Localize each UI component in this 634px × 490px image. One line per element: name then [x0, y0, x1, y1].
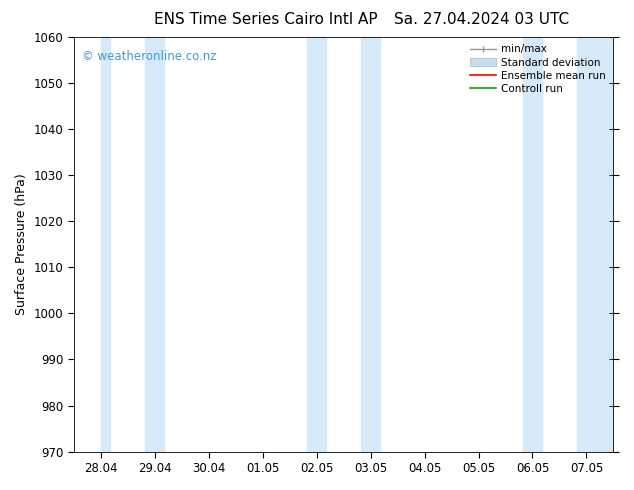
Y-axis label: Surface Pressure (hPa): Surface Pressure (hPa)	[15, 173, 28, 315]
Bar	[577, 37, 614, 452]
Legend: min/max, Standard deviation, Ensemble mean run, Controll run: min/max, Standard deviation, Ensemble me…	[466, 40, 611, 98]
Bar	[145, 37, 164, 452]
Bar	[307, 37, 327, 452]
Text: © weatheronline.co.nz: © weatheronline.co.nz	[82, 49, 216, 63]
Bar	[523, 37, 542, 452]
Bar	[101, 37, 110, 452]
Bar	[361, 37, 380, 452]
Text: ENS Time Series Cairo Intl AP: ENS Time Series Cairo Intl AP	[155, 12, 378, 27]
Text: Sa. 27.04.2024 03 UTC: Sa. 27.04.2024 03 UTC	[394, 12, 569, 27]
